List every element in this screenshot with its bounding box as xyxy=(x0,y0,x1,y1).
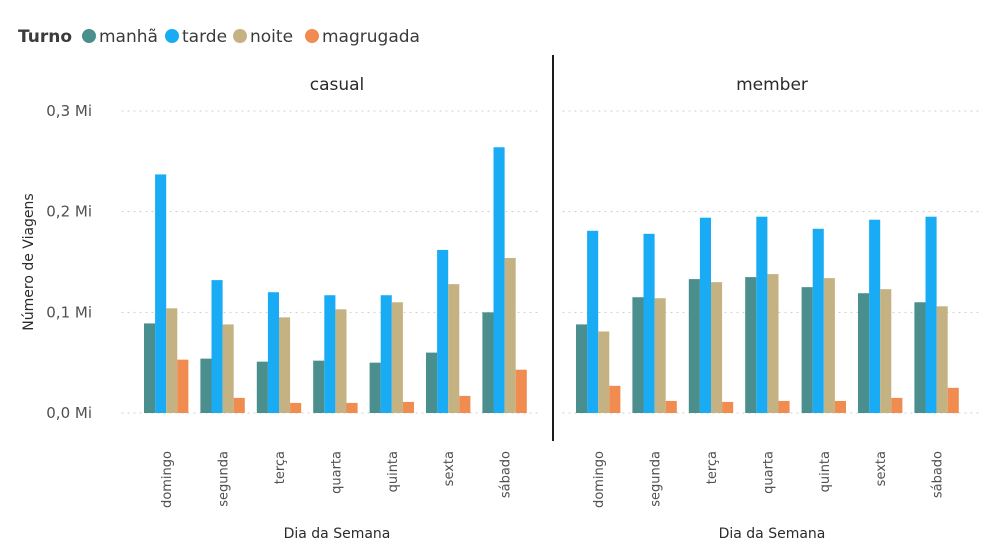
x-tick-label: terça xyxy=(705,451,720,484)
y-tick-label: 0,1 Mi xyxy=(46,303,92,321)
bar-member-tarde xyxy=(699,217,711,413)
bar-casual-manhã xyxy=(313,360,325,413)
bar-member-manhã xyxy=(801,287,813,413)
bar-member-manhã xyxy=(914,302,926,413)
bar-member-manhã xyxy=(632,297,644,413)
y-axis-ticks: 0,0 Mi 0,1 Mi 0,2 Mi 0,3 Mi xyxy=(46,102,92,422)
bar-member-manhã xyxy=(688,279,700,413)
legend-label: noite xyxy=(250,27,293,47)
x-tick-label: quinta xyxy=(386,451,401,492)
bar-member-magrugada xyxy=(722,401,734,413)
legend-label: manhã xyxy=(99,27,158,47)
bar-member-noite xyxy=(767,274,779,413)
bar-casual-magrugada xyxy=(459,395,471,413)
panel-title: member xyxy=(736,75,808,95)
x-tick-label: terça xyxy=(273,451,288,484)
bar-member-noite xyxy=(654,298,666,413)
bar-member-noite xyxy=(936,306,948,413)
panel-member: member domingo segunda terça quarta quinta sex… xyxy=(576,75,959,542)
x-tick-label: segunda xyxy=(217,451,232,507)
bar-casual-noite xyxy=(504,257,516,413)
x-tick-label: quarta xyxy=(329,451,344,494)
bar-casual-tarde xyxy=(267,292,279,413)
bar-member-tarde xyxy=(587,230,599,413)
legend-item[interactable]: noite xyxy=(233,27,293,47)
chart-panels: casual domingo segunda terça quarta quinta sex… xyxy=(144,75,959,542)
panel-casual: casual domingo segunda terça quarta quinta sex… xyxy=(144,75,527,542)
y-tick-label: 0,3 Mi xyxy=(46,102,92,120)
x-tick-label: domingo xyxy=(592,451,607,508)
bar-casual-magrugada xyxy=(346,402,358,413)
x-tick-label: sábado xyxy=(499,451,514,498)
bar-member-tarde xyxy=(869,219,881,413)
x-tick-label: sábado xyxy=(931,451,946,498)
legend-swatch xyxy=(233,29,247,43)
bar-casual-tarde xyxy=(324,295,336,413)
bar-casual-tarde xyxy=(155,174,167,413)
bar-member-magrugada xyxy=(778,400,790,413)
x-tick-label: quinta xyxy=(818,451,833,492)
bar-member-magrugada xyxy=(947,387,959,413)
bar-casual-noite xyxy=(448,284,460,413)
legend-label: tarde xyxy=(182,27,227,47)
bar-casual-manhã xyxy=(256,361,268,413)
legend-title: Turno xyxy=(18,27,72,47)
bar-member-noite xyxy=(823,278,835,413)
y-axis-title: Número de Viagens xyxy=(21,193,37,330)
y-tick-label: 0,2 Mi xyxy=(46,203,92,221)
bar-casual-manhã xyxy=(482,312,494,413)
gridlines xyxy=(121,110,979,414)
bar-member-tarde xyxy=(643,233,655,413)
bar-casual-manhã xyxy=(200,358,212,413)
bar-member-tarde xyxy=(812,228,824,413)
legend-swatch xyxy=(82,29,96,43)
x-tick-label: quarta xyxy=(761,451,776,494)
bar-member-magrugada xyxy=(609,385,621,413)
bar-member-manhã xyxy=(858,293,870,413)
bar-member-noite xyxy=(711,282,723,413)
legend-swatch xyxy=(305,29,319,43)
bar-casual-tarde xyxy=(437,249,449,413)
bar-casual-tarde xyxy=(211,280,223,413)
bar-casual-noite xyxy=(279,317,291,413)
bar-member-tarde xyxy=(925,216,937,413)
bar-casual-tarde xyxy=(380,295,392,413)
x-axis-title: Dia da Semana xyxy=(284,526,391,542)
legend: Turno manhã tarde noite magrugada xyxy=(18,27,420,47)
legend-item[interactable]: manhã xyxy=(82,27,158,47)
bar-casual-manhã xyxy=(426,352,438,413)
bar-member-noite xyxy=(880,289,892,413)
x-tick-label: sexta xyxy=(874,451,889,486)
bar-casual-magrugada xyxy=(402,401,414,413)
x-tick-label: domingo xyxy=(160,451,175,508)
bar-casual-noite xyxy=(166,308,178,413)
x-tick-label: segunda xyxy=(649,451,664,507)
bar-member-magrugada xyxy=(891,397,903,413)
bar-member-magrugada xyxy=(834,400,846,413)
bar-member-manhã xyxy=(576,324,588,413)
panel-title: casual xyxy=(310,75,365,95)
bar-casual-noite xyxy=(391,302,403,413)
bar-casual-noite xyxy=(222,324,234,413)
x-axis-title: Dia da Semana xyxy=(719,526,826,542)
bar-casual-noite xyxy=(335,309,347,413)
x-tick-label: sexta xyxy=(442,451,457,486)
bar-member-noite xyxy=(598,331,610,413)
bar-member-magrugada xyxy=(665,400,677,413)
legend-swatch xyxy=(165,29,179,43)
bar-casual-manhã xyxy=(369,362,381,413)
legend-item[interactable]: magrugada xyxy=(305,27,420,47)
bar-casual-magrugada xyxy=(233,397,245,413)
bar-casual-magrugada xyxy=(177,359,189,413)
bar-casual-magrugada xyxy=(290,402,302,413)
y-tick-label: 0,0 Mi xyxy=(46,404,92,422)
legend-item[interactable]: tarde xyxy=(165,27,227,47)
bar-casual-tarde xyxy=(493,147,505,414)
legend-label: magrugada xyxy=(322,27,420,47)
bar-member-manhã xyxy=(745,277,757,413)
bar-casual-manhã xyxy=(144,323,156,413)
bar-member-tarde xyxy=(756,216,768,413)
bar-casual-magrugada xyxy=(515,369,527,413)
